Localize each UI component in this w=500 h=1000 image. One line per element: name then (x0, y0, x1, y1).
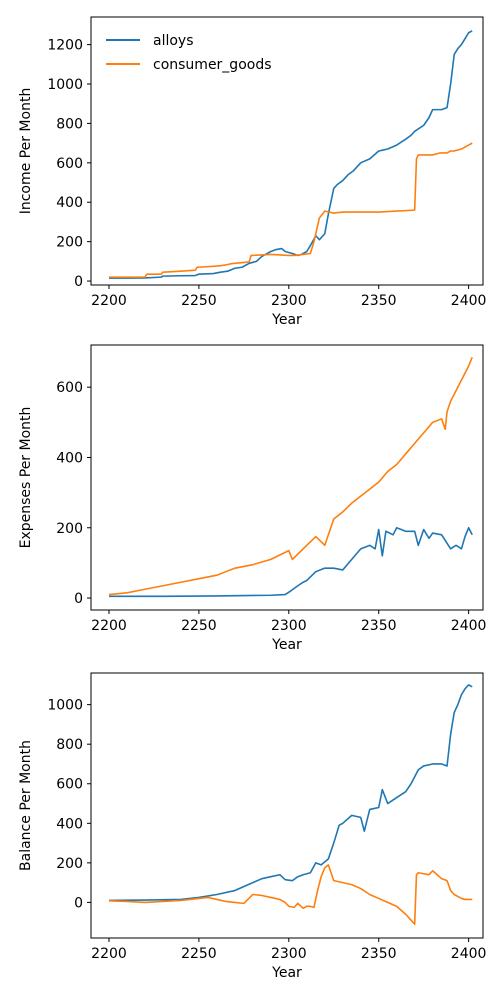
x-tick-label: 2200 (91, 293, 127, 309)
plot-frame (90, 344, 484, 611)
series-line-alloys (108, 684, 473, 902)
y-tick-label: 1000 (47, 77, 83, 93)
legend-label-consumer-goods: consumer_goods (153, 57, 272, 73)
x-tick-label: 2300 (271, 946, 307, 962)
x-tick-label: 2400 (451, 946, 487, 962)
x-tick-label: 2200 (91, 946, 127, 962)
y-tick-label: 800 (56, 116, 83, 132)
y-tick-label: 1000 (47, 698, 83, 714)
x-tick-label: 2200 (91, 618, 127, 634)
subplot-3: 2200 2250 2300 2350 2400 0 200 400 600 800 1000 Yea… (18, 672, 487, 981)
x-tick-label: 2250 (181, 293, 217, 309)
x-tick-label: 2350 (361, 293, 397, 309)
y-tick-label: 1200 (47, 38, 83, 54)
y-tick-label: 0 (74, 591, 83, 607)
y-tick-label: 0 (74, 274, 83, 290)
y-tick-label: 600 (56, 380, 83, 396)
subplot-1: 2200 2250 2300 2350 2400 0 200 400 600 800 1000 120… (18, 16, 487, 328)
y-tick-label: 800 (56, 737, 83, 753)
x-axis-label: Year (271, 637, 302, 653)
series-line-consumer-goods (108, 356, 473, 596)
y-tick-label: 200 (56, 235, 83, 251)
y-tick-label: 400 (56, 450, 83, 466)
y-tick-label: 200 (56, 521, 83, 537)
x-axis-label: Year (271, 965, 302, 981)
series-line-alloys (108, 526, 473, 598)
y-axis-label: Expenses Per Month (18, 407, 34, 549)
y-tick-label: 0 (74, 895, 83, 911)
y-tick-label: 400 (56, 195, 83, 211)
x-tick-label: 2350 (361, 618, 397, 634)
x-tick-label: 2400 (451, 293, 487, 309)
y-axis-label: Balance Per Month (18, 740, 34, 871)
series-line-consumer-goods (108, 864, 473, 925)
x-tick-label: 2250 (181, 946, 217, 962)
x-tick-label: 2400 (451, 618, 487, 634)
legend-label-alloys: alloys (153, 33, 194, 49)
plot-frame (90, 16, 484, 286)
plot-frame (90, 672, 484, 939)
x-axis-label: Year (271, 312, 302, 328)
x-tick-label: 2350 (361, 946, 397, 962)
y-tick-label: 600 (56, 777, 83, 793)
y-tick-label: 200 (56, 856, 83, 872)
subplot-2: 2200 2250 2300 2350 2400 0 200 400 600 Year Expens… (18, 344, 487, 653)
y-tick-label: 600 (56, 156, 83, 172)
y-tick-label: 400 (56, 816, 83, 832)
x-tick-label: 2300 (271, 293, 307, 309)
legend: alloys consumer_goods (106, 33, 272, 73)
series-line-alloys (108, 30, 473, 279)
x-tick-label: 2300 (271, 618, 307, 634)
x-tick-label: 2250 (181, 618, 217, 634)
y-axis-label: Income Per Month (18, 88, 34, 215)
series-line-consumer-goods (108, 142, 473, 278)
